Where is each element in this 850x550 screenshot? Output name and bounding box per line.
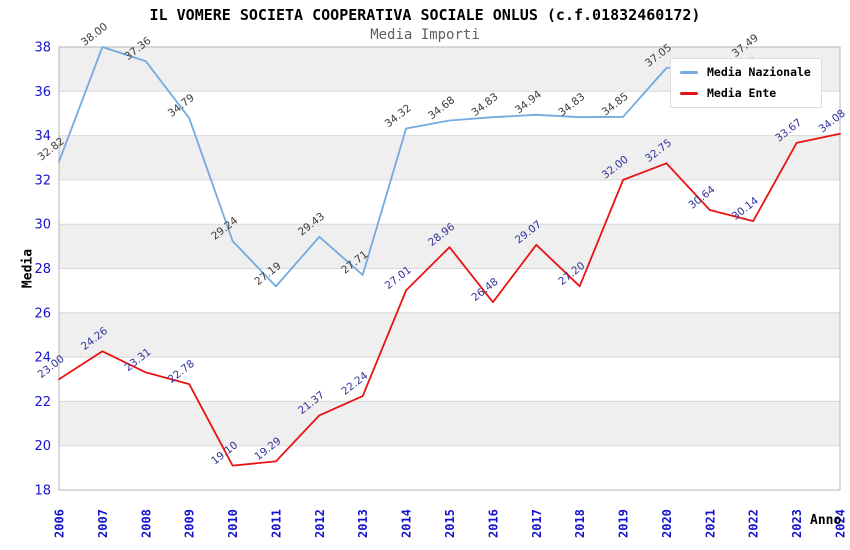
x-tick-label: 2014	[400, 509, 414, 538]
y-tick-label: 26	[34, 306, 51, 321]
x-tick-label: 2023	[790, 509, 804, 538]
y-tick-label: 22	[34, 395, 51, 410]
x-tick-label: 2012	[313, 509, 327, 538]
plot-border	[58, 46, 841, 491]
legend-item-label: Media Ente	[707, 86, 777, 100]
point-label: 34.08	[817, 107, 848, 135]
series-line-media-nazionale	[58, 46, 755, 288]
x-tick-label: 2009	[183, 509, 197, 538]
point-label: 30.64	[686, 183, 717, 211]
y-axis-title: Media	[20, 248, 36, 289]
legend-line-swatch-red	[680, 91, 698, 95]
y-tick-label: 28	[34, 262, 51, 277]
y-tick-label: 32	[34, 173, 51, 188]
x-tick-label: 2011	[269, 509, 283, 538]
x-tick-label: 2006	[53, 509, 67, 538]
x-tick-label: 2021	[703, 509, 717, 538]
grid-band	[59, 401, 840, 446]
x-tick-label: 2020	[660, 509, 674, 538]
y-tick-label: 38	[34, 41, 51, 56]
x-tick-label: 2007	[96, 509, 110, 538]
point-label: 34.32	[383, 102, 414, 130]
x-tick-label: 2019	[617, 509, 631, 538]
x-tick-label: 2015	[443, 509, 457, 538]
x-tick-label: 2024	[834, 509, 848, 538]
chart-title: IL VOMERE SOCIETA COOPERATIVA SOCIALE ON…	[149, 6, 701, 24]
x-tick-label: 2017	[530, 509, 544, 538]
y-tick-label: 30	[34, 218, 51, 233]
point-label: 34.68	[426, 94, 457, 122]
point-label: 22.24	[339, 370, 370, 398]
point-label: 34.79	[166, 92, 197, 120]
point-label: 34.83	[556, 91, 587, 119]
y-tick-label: 20	[34, 439, 51, 454]
point-label: 34.94	[513, 88, 544, 116]
legend-line-swatch-blue	[680, 70, 698, 74]
x-axis-title: Anno	[810, 513, 842, 528]
x-tick-label: 2016	[486, 509, 500, 538]
y-tick-label: 18	[34, 484, 51, 499]
x-tick-label: 2018	[573, 509, 587, 538]
point-label: 34.83	[470, 91, 501, 119]
y-tick-label: 34	[34, 129, 51, 144]
series-line-media-ente	[58, 132, 841, 467]
y-tick-label: 24	[34, 351, 51, 366]
grid-band	[59, 135, 840, 180]
legend-box: Media Nazionale Media Ente	[670, 58, 822, 108]
legend-item-label: Media Nazionale	[707, 65, 811, 79]
x-tick-label: 2010	[226, 509, 240, 538]
chart-subtitle: Media Importi	[370, 27, 480, 43]
x-tick-label: 2022	[747, 509, 761, 538]
legend-item-media-ente: Media Ente	[680, 86, 811, 100]
legend-item-media-nazionale: Media Nazionale	[680, 65, 811, 79]
x-tick-label: 2008	[139, 509, 153, 538]
grid-band	[59, 312, 840, 358]
y-tick-label: 36	[34, 85, 51, 100]
x-tick-label: 2013	[356, 509, 370, 538]
